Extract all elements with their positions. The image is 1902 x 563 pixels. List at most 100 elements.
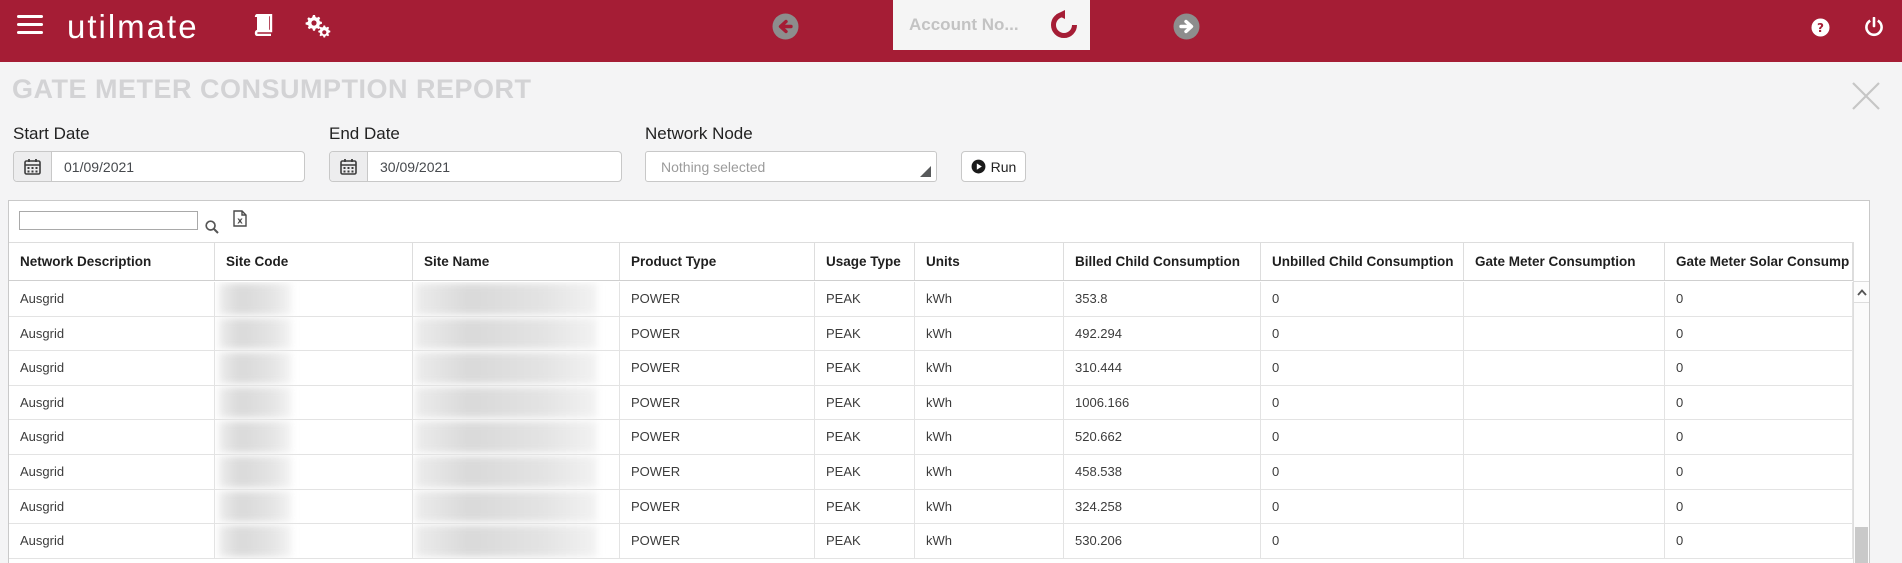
table-row[interactable]: Ausgrid POWER PEAK kWh 353.8 0 0	[9, 282, 1853, 317]
end-date-label: End Date	[329, 124, 400, 143]
table-row[interactable]: Ausgrid POWER PEAK kWh 520.662 0 0	[9, 420, 1853, 455]
column-header[interactable]: Product Type	[620, 243, 815, 280]
network-node-select[interactable]: Nothing selected	[645, 151, 937, 182]
refresh-icon[interactable]	[1048, 9, 1080, 41]
table-cell-gate_meter_consumption	[1464, 316, 1665, 351]
account-search-input[interactable]	[909, 15, 1049, 35]
table-cell-usage_type: PEAK	[815, 420, 915, 454]
table-cell-gate_meter_solar_consumption: 0	[1665, 420, 1853, 454]
start-date-input[interactable]	[52, 152, 304, 181]
table-cell-site_code	[215, 316, 413, 351]
table-cell-product_type: POWER	[620, 524, 815, 558]
table-cell-unbilled_child_consumption: 0	[1261, 420, 1464, 454]
account-search-box	[893, 0, 1090, 50]
table-cell-network_description: Ausgrid	[9, 454, 215, 489]
calendar-icon[interactable]	[14, 152, 52, 181]
table-cell-site_code	[215, 385, 413, 420]
column-header[interactable]: Site Name	[413, 243, 620, 280]
table-row[interactable]: Ausgrid POWER PEAK kWh 1006.166 0 0	[9, 385, 1853, 421]
table-cell-product_type: POWER	[620, 454, 815, 489]
start-date-label: Start Date	[13, 124, 90, 143]
column-header[interactable]: Site Code	[215, 243, 413, 280]
table-cell-site_code	[215, 351, 413, 385]
table-cell-gate_meter_consumption	[1464, 524, 1665, 558]
search-icon	[205, 220, 219, 234]
table-cell-billed_child_consumption: 520.662	[1064, 420, 1261, 454]
app-logo: utilmate	[67, 8, 199, 45]
redacted-blur	[415, 455, 597, 488]
table-row[interactable]: Ausgrid POWER PEAK kWh 324.258 0 0	[9, 489, 1853, 525]
table-cell-product_type: POWER	[620, 351, 815, 385]
table-cell-site_name	[413, 420, 620, 454]
column-header[interactable]: Gate Meter Consumption	[1464, 243, 1665, 280]
table-cell-site_name	[413, 385, 620, 420]
table-cell-billed_child_consumption: 530.206	[1064, 524, 1261, 558]
table-cell-gate_meter_solar_consumption: 0	[1665, 454, 1853, 489]
table-cell-site_code	[215, 454, 413, 489]
table-cell-network_description: Ausgrid	[9, 420, 215, 454]
table-cell-gate_meter_consumption	[1464, 454, 1665, 489]
table-cell-network_description: Ausgrid	[9, 316, 215, 351]
table-cell-network_description: Ausgrid	[9, 351, 215, 385]
book-icon[interactable]	[251, 14, 275, 36]
table-row[interactable]: Ausgrid POWER PEAK kWh 530.206 0 0	[9, 524, 1853, 559]
gears-icon[interactable]	[303, 12, 333, 38]
table-cell-usage_type: PEAK	[815, 316, 915, 351]
start-date-group	[13, 151, 305, 182]
table-cell-unbilled_child_consumption: 0	[1261, 385, 1464, 420]
table-search-input[interactable]	[19, 211, 198, 230]
table-cell-unbilled_child_consumption: 0	[1261, 454, 1464, 489]
redacted-blur	[219, 455, 291, 488]
close-icon[interactable]	[1850, 80, 1882, 112]
report-table-panel: x Network Description Site Code Site Name P…	[8, 200, 1870, 563]
table-cell-gate_meter_consumption	[1464, 282, 1665, 316]
table-cell-network_description: Ausgrid	[9, 282, 215, 316]
table-cell-site_code	[215, 489, 413, 524]
redacted-blur	[219, 352, 291, 384]
table-row[interactable]: Ausgrid POWER PEAK kWh 492.294 0 0	[9, 316, 1853, 352]
calendar-icon[interactable]	[330, 152, 368, 181]
column-header[interactable]: Unbilled Child Consumption	[1261, 243, 1464, 280]
column-header[interactable]: Network Description	[9, 243, 215, 280]
column-header[interactable]: Units	[915, 243, 1064, 280]
scrollbar-thumb[interactable]	[1855, 527, 1868, 563]
redacted-blur	[219, 317, 291, 350]
table-cell-gate_meter_solar_consumption: 0	[1665, 489, 1853, 524]
table-cell-units: kWh	[915, 489, 1064, 524]
table-row[interactable]: Ausgrid POWER PEAK kWh 458.538 0 0	[9, 454, 1853, 490]
table-body: Ausgrid POWER PEAK kWh 353.8 0 0 Ausgrid POWER PE…	[9, 282, 1853, 559]
vertical-scrollbar[interactable]	[1853, 242, 1869, 563]
table-cell-gate_meter_consumption	[1464, 351, 1665, 385]
table-cell-site_name	[413, 316, 620, 351]
table-cell-product_type: POWER	[620, 420, 815, 454]
excel-export-icon[interactable]: x	[233, 210, 247, 227]
end-date-input[interactable]	[368, 152, 621, 181]
table-cell-usage_type: PEAK	[815, 385, 915, 420]
run-button[interactable]: Run	[961, 151, 1026, 182]
column-header[interactable]: Billed Child Consumption	[1064, 243, 1261, 280]
table-cell-site_name	[413, 454, 620, 489]
svg-text:x: x	[237, 217, 243, 227]
table-cell-billed_child_consumption: 310.444	[1064, 351, 1261, 385]
help-icon[interactable]: ?	[1811, 18, 1838, 45]
table-cell-usage_type: PEAK	[815, 489, 915, 524]
account-next-icon[interactable]	[1173, 13, 1200, 40]
column-header[interactable]: Usage Type	[815, 243, 915, 280]
run-button-label: Run	[990, 158, 1017, 175]
table-cell-billed_child_consumption: 1006.166	[1064, 385, 1261, 420]
table-cell-product_type: POWER	[620, 385, 815, 420]
table-cell-usage_type: PEAK	[815, 454, 915, 489]
table-cell-gate_meter_consumption	[1464, 385, 1665, 420]
column-header[interactable]: Gate Meter Solar Consump	[1665, 243, 1853, 280]
table-cell-billed_child_consumption: 353.8	[1064, 282, 1261, 316]
power-icon[interactable]	[1864, 17, 1891, 44]
account-prev-icon[interactable]	[772, 13, 799, 40]
scrollbar-up-icon[interactable]	[1854, 282, 1869, 303]
table-cell-units: kWh	[915, 454, 1064, 489]
table-row[interactable]: Ausgrid POWER PEAK kWh 310.444 0 0	[9, 351, 1853, 386]
run-icon	[971, 159, 986, 174]
table-cell-unbilled_child_consumption: 0	[1261, 489, 1464, 524]
table-cell-site_name	[413, 489, 620, 524]
table-cell-site_name	[413, 524, 620, 558]
menu-icon[interactable]	[17, 15, 43, 37]
